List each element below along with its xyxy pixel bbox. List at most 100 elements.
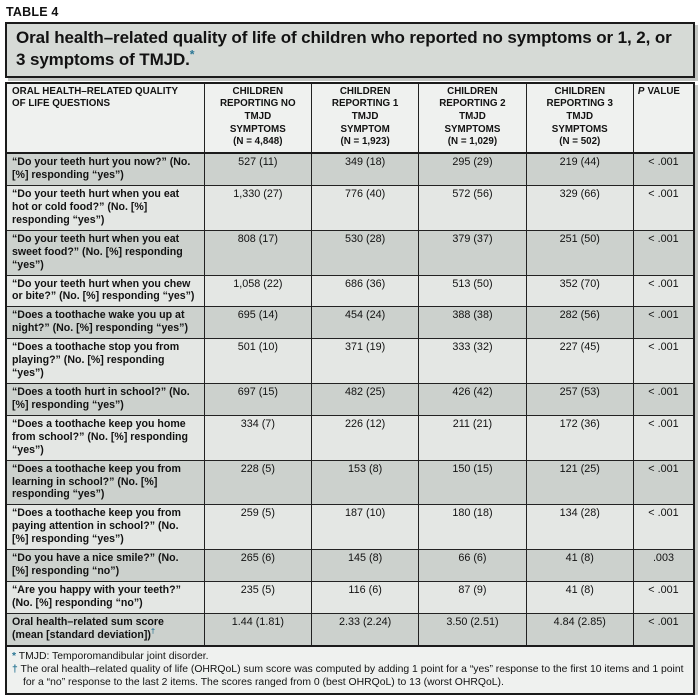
value-cell: 282 (56) — [526, 307, 633, 339]
value-cell: 388 (38) — [419, 307, 526, 339]
value-cell: 334 (7) — [204, 415, 311, 460]
question-cell: “Do your teeth hurt when you chew or bit… — [6, 275, 204, 307]
table-body: “Do your teeth hurt you now?” (No. [%] r… — [6, 153, 694, 646]
value-cell: 211 (21) — [419, 415, 526, 460]
value-cell: 697 (15) — [204, 384, 311, 416]
col-header-no-tmjd-symptoms: CHILDREN REPORTING NO TMJD SYMPTOMS (N =… — [204, 83, 311, 154]
p-value-cell: < .001 — [633, 505, 694, 550]
table-row: “Does a toothache keep you from paying a… — [6, 505, 694, 550]
p-value-cell: .003 — [633, 550, 694, 582]
value-cell: 527 (11) — [204, 153, 311, 185]
value-cell: 513 (50) — [419, 275, 526, 307]
table-row: “Do your teeth hurt when you chew or bit… — [6, 275, 694, 307]
question-text: “Does a toothache keep you home from sch… — [12, 418, 188, 456]
question-cell: “Does a toothache wake you up at night?”… — [6, 307, 204, 339]
value-cell: 145 (8) — [311, 550, 418, 582]
question-text: “Do your teeth hurt when you eat hot or … — [12, 188, 179, 226]
value-cell: 808 (17) — [204, 230, 311, 275]
question-text: “Does a toothache keep you from paying a… — [12, 507, 181, 545]
dagger-footnote-marker: † — [12, 664, 18, 675]
question-cell: “Do your teeth hurt you now?” (No. [%] r… — [6, 153, 204, 185]
value-cell: 187 (10) — [311, 505, 418, 550]
value-cell: 371 (19) — [311, 339, 418, 384]
value-cell: 4.84 (2.85) — [526, 613, 633, 645]
value-cell: 572 (56) — [419, 186, 526, 231]
value-cell: 172 (36) — [526, 415, 633, 460]
question-cell: “Does a toothache keep you from paying a… — [6, 505, 204, 550]
value-cell: 686 (36) — [311, 275, 418, 307]
p-value-cell: < .001 — [633, 460, 694, 505]
value-cell: 150 (15) — [419, 460, 526, 505]
table-title-box: Oral health–related quality of life of c… — [5, 22, 695, 78]
p-value-cell: < .001 — [633, 581, 694, 613]
col-header-2-tmjd-symptoms: CHILDREN REPORTING 2 TMJD SYMPTOMS (N = … — [419, 83, 526, 154]
p-value-cell: < .001 — [633, 415, 694, 460]
p-value-cell: < .001 — [633, 307, 694, 339]
p-value-cell: < .001 — [633, 613, 694, 645]
p-value-cell: < .001 — [633, 186, 694, 231]
value-cell: 227 (45) — [526, 339, 633, 384]
value-cell: 41 (8) — [526, 581, 633, 613]
table-title: Oral health–related quality of life of c… — [16, 28, 672, 69]
value-cell: 228 (5) — [204, 460, 311, 505]
value-cell: 41 (8) — [526, 550, 633, 582]
question-text: “Do your teeth hurt when you chew or bit… — [12, 278, 194, 303]
value-cell: 695 (14) — [204, 307, 311, 339]
ohrqol-data-table: ORAL HEALTH–RELATED QUALITY OF LIFE QUES… — [5, 82, 695, 695]
question-text: “Do your teeth hurt when you eat sweet f… — [12, 233, 183, 271]
question-text: “Does a toothache stop you from playing?… — [12, 341, 179, 379]
value-cell: 219 (44) — [526, 153, 633, 185]
question-cell: “Do you have a nice smile?” (No. [%] res… — [6, 550, 204, 582]
question-cell: “Do your teeth hurt when you eat hot or … — [6, 186, 204, 231]
value-cell: 251 (50) — [526, 230, 633, 275]
p-value-cell: < .001 — [633, 153, 694, 185]
value-cell: 226 (12) — [311, 415, 418, 460]
question-text: “Does a tooth hurt in school?” (No. [%] … — [12, 386, 190, 411]
value-cell: 1,058 (22) — [204, 275, 311, 307]
p-value-cell: < .001 — [633, 275, 694, 307]
value-cell: 3.50 (2.51) — [419, 613, 526, 645]
dagger-marker: † — [151, 626, 155, 635]
value-cell: 121 (25) — [526, 460, 633, 505]
question-cell: “Do your teeth hurt when you eat sweet f… — [6, 230, 204, 275]
table-row: “Do you have a nice smile?” (No. [%] res… — [6, 550, 694, 582]
value-cell: 454 (24) — [311, 307, 418, 339]
value-cell: 426 (42) — [419, 384, 526, 416]
table-row: “Do your teeth hurt when you eat hot or … — [6, 186, 694, 231]
question-cell: “Does a toothache keep you home from sch… — [6, 415, 204, 460]
question-text: “Do you have a nice smile?” (No. [%] res… — [12, 552, 179, 577]
value-cell: 257 (53) — [526, 384, 633, 416]
value-cell: 379 (37) — [419, 230, 526, 275]
table-row: “Does a toothache keep you home from sch… — [6, 415, 694, 460]
question-cell: Oral health–related sum score (mean [sta… — [6, 613, 204, 645]
table-row: “Do your teeth hurt when you eat sweet f… — [6, 230, 694, 275]
value-cell: 87 (9) — [419, 581, 526, 613]
value-cell: 349 (18) — [311, 153, 418, 185]
footnote-tmjd: * TMJD: Temporomandibular joint disorder… — [12, 650, 686, 663]
value-cell: 295 (29) — [419, 153, 526, 185]
value-cell: 265 (6) — [204, 550, 311, 582]
p-value-cell: < .001 — [633, 384, 694, 416]
value-cell: 352 (70) — [526, 275, 633, 307]
footnote-cell: * TMJD: Temporomandibular joint disorder… — [6, 646, 694, 695]
table-row: “Does a toothache keep you from learning… — [6, 460, 694, 505]
value-cell: 116 (6) — [311, 581, 418, 613]
col-header-questions: ORAL HEALTH–RELATED QUALITY OF LIFE QUES… — [6, 83, 204, 154]
table-row: Oral health–related sum score (mean [sta… — [6, 613, 694, 645]
table-row: “Does a toothache wake you up at night?”… — [6, 307, 694, 339]
table-row: “Does a toothache stop you from playing?… — [6, 339, 694, 384]
question-cell: “Are you happy with your teeth?” (No. [%… — [6, 581, 204, 613]
asterisk-footnote-marker: * — [12, 651, 16, 662]
value-cell: 66 (6) — [419, 550, 526, 582]
value-cell: 329 (66) — [526, 186, 633, 231]
footnote-ohrqol: † The oral health–related quality of lif… — [12, 663, 686, 689]
value-cell: 776 (40) — [311, 186, 418, 231]
question-text: “Does a toothache keep you from learning… — [12, 463, 181, 501]
value-cell: 482 (25) — [311, 384, 418, 416]
p-value-label-italic: P — [638, 86, 645, 97]
asterisk-marker: * — [190, 47, 195, 61]
value-cell: 2.33 (2.24) — [311, 613, 418, 645]
value-cell: 153 (8) — [311, 460, 418, 505]
